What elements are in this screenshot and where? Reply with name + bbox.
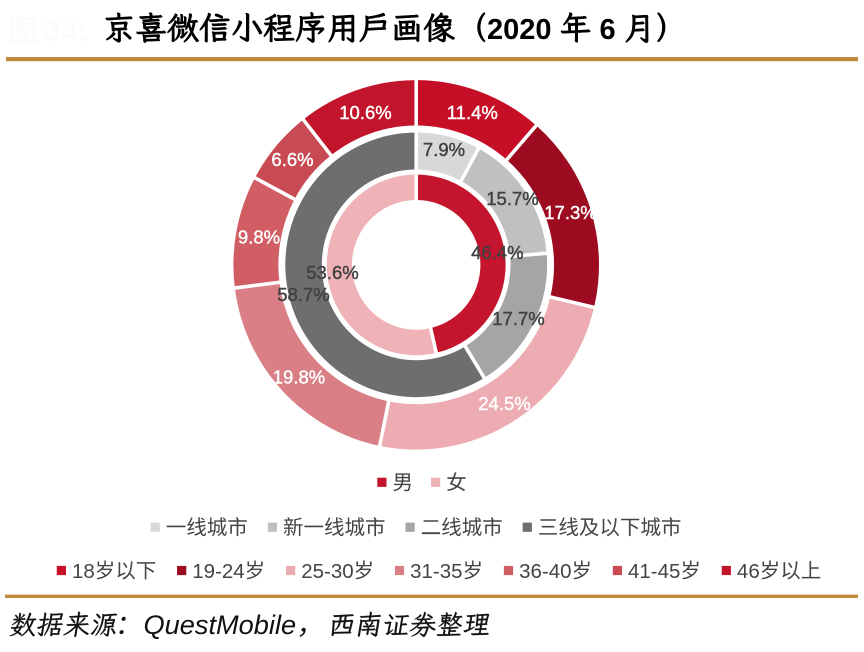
svg-text:19.8%: 19.8% [273, 366, 325, 387]
svg-text:QuestMobile: QuestMobile [144, 609, 297, 640]
svg-text:36-40: 36-40 [519, 560, 571, 583]
svg-text:17.7%: 17.7% [492, 308, 544, 329]
svg-text:18: 18 [72, 560, 95, 583]
svg-text:58.7%: 58.7% [277, 284, 329, 305]
svg-text:2020: 2020 [487, 14, 552, 46]
svg-text:24.5%: 24.5% [478, 393, 530, 414]
svg-text:10.6%: 10.6% [339, 102, 391, 123]
svg-text:19-24: 19-24 [192, 560, 244, 583]
svg-text:41-45: 41-45 [628, 560, 680, 583]
svg-text:34:: 34: [44, 15, 87, 48]
svg-text:25-30: 25-30 [301, 560, 353, 583]
svg-text:31-35: 31-35 [410, 560, 462, 583]
svg-text:9.8%: 9.8% [238, 226, 280, 247]
svg-text:7.9%: 7.9% [423, 139, 465, 160]
svg-text:46.4%: 46.4% [471, 242, 523, 263]
svg-text:6: 6 [600, 14, 616, 46]
svg-text:17.3%: 17.3% [544, 202, 596, 223]
svg-text:15.7%: 15.7% [486, 188, 538, 209]
svg-text:53.6%: 53.6% [306, 262, 358, 283]
svg-text:11.4%: 11.4% [447, 102, 498, 123]
svg-text:6.6%: 6.6% [271, 149, 313, 170]
svg-text:46: 46 [737, 560, 760, 583]
